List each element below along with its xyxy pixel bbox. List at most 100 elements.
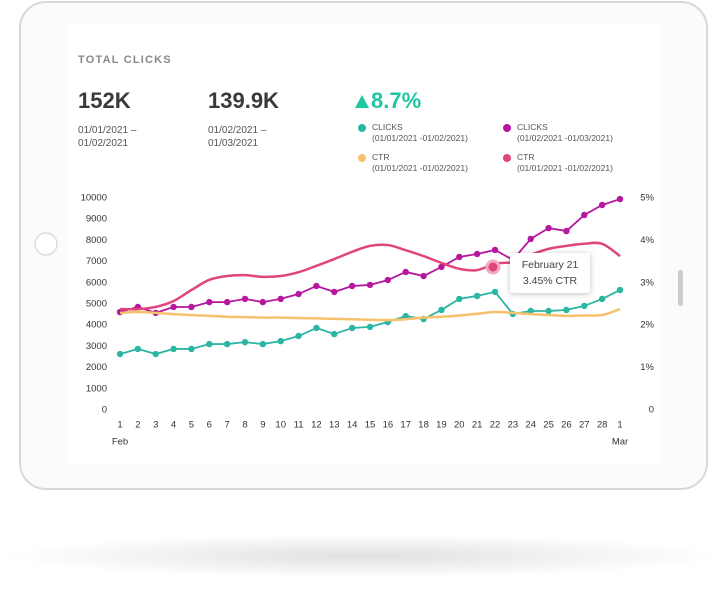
x-tick-label: 2 [135,420,140,431]
y2-tick-label: 4% [640,235,654,246]
x-tick-label: 21 [472,420,483,431]
point [152,350,159,358]
x-tick-label: 4 [171,420,176,431]
x-tick-label: 26 [561,420,572,431]
x-tick-label: 24 [525,420,536,431]
stat-range: 01/01/2021 – 01/02/2021 [78,125,137,149]
y2-tick-label: 2% [640,320,654,331]
x-tick-label: 1 [617,420,622,431]
x-tick-label: 25 [543,420,554,431]
x-tick-label: 1 [117,420,122,431]
screen [68,25,661,463]
point [545,307,552,315]
y-tick-label: 6000 [86,277,107,288]
x-tick-label: 13 [329,420,340,431]
x-tick-label: 7 [224,420,229,431]
stat-value: 152K [78,88,131,113]
month-label: Mar [612,437,628,448]
point [366,281,374,289]
legend-swatch [358,154,366,162]
x-tick-label: 20 [454,420,465,431]
y2-tick-label: 5% [640,193,654,204]
point [313,282,320,290]
x-tick-label: 8 [242,420,247,431]
point [348,282,356,290]
point [616,195,624,203]
point [134,345,142,353]
stat: 139.9K 01/02/2021 – 01/03/2021 [208,88,279,150]
point [206,340,213,348]
panel-title: TOTAL CLICKS [78,54,172,66]
point [170,345,177,353]
point [491,288,499,296]
point [420,272,427,280]
point [456,253,463,261]
point [616,286,624,294]
x-tick-label: 19 [436,420,447,431]
point [331,330,338,338]
x-tick-label: 10 [275,420,286,431]
legend-swatch [503,124,511,132]
y-tick-label: 3000 [86,341,107,352]
point [277,295,284,303]
x-tick-label: 16 [383,420,394,431]
x-tick-label: 28 [597,420,608,431]
series-line [119,307,621,322]
point [402,312,409,320]
x-tick-label: 15 [365,420,376,431]
up-arrow [355,95,369,108]
point [384,276,392,284]
point [259,340,267,348]
y-tick-label: 4000 [86,320,107,331]
point [295,290,302,298]
y2-tick-label: 3% [640,277,654,288]
plot: 0100020003000400050006000700080009000100… [81,193,655,448]
tooltip-text: 3.45% CTR [522,275,578,287]
x-tick-label: 5 [189,420,194,431]
stat-range: 01/02/2021 – 01/03/2021 [208,125,267,149]
point [438,306,445,314]
y-tick-label: 7000 [86,256,107,267]
y2-tick-label: 0 [649,405,654,416]
x-tick-label: 11 [294,420,304,431]
legend-swatch [358,124,366,132]
shadow [3,534,723,578]
point [473,292,481,300]
series-line [119,241,621,311]
tooltip-marker [485,259,501,275]
point [527,235,534,243]
side-button [678,270,683,306]
point [598,201,606,209]
point [598,295,606,303]
y-tick-label: 10000 [81,193,107,204]
month-label: Feb [112,437,128,448]
point [581,302,588,310]
point [545,224,552,232]
x-tick-label: 27 [579,420,590,431]
y2-tick-label: 1% [640,362,654,373]
legend-label: CLICKS (01/02/2021 -01/03/2021) [517,122,613,143]
point [331,288,338,296]
stat: 152K 01/01/2021 – 01/02/2021 [78,88,136,150]
point [223,340,231,348]
point [581,211,588,219]
x-tick-label: 18 [418,420,429,431]
y-tick-label: 5000 [86,299,107,310]
point [456,295,463,303]
point [473,250,481,258]
point [223,298,231,306]
x-tick-label: 6 [207,420,212,431]
change: 8.7% [371,88,422,113]
point [366,323,374,331]
point [438,263,445,271]
point [563,227,570,235]
x-tick-label: 14 [347,420,358,431]
x-tick-label: 23 [508,420,519,431]
x-tick-label: 12 [311,420,322,431]
point [241,338,249,346]
point [563,306,570,314]
point [348,324,356,332]
y-tick-label: 0 [102,405,107,416]
point [277,337,284,345]
